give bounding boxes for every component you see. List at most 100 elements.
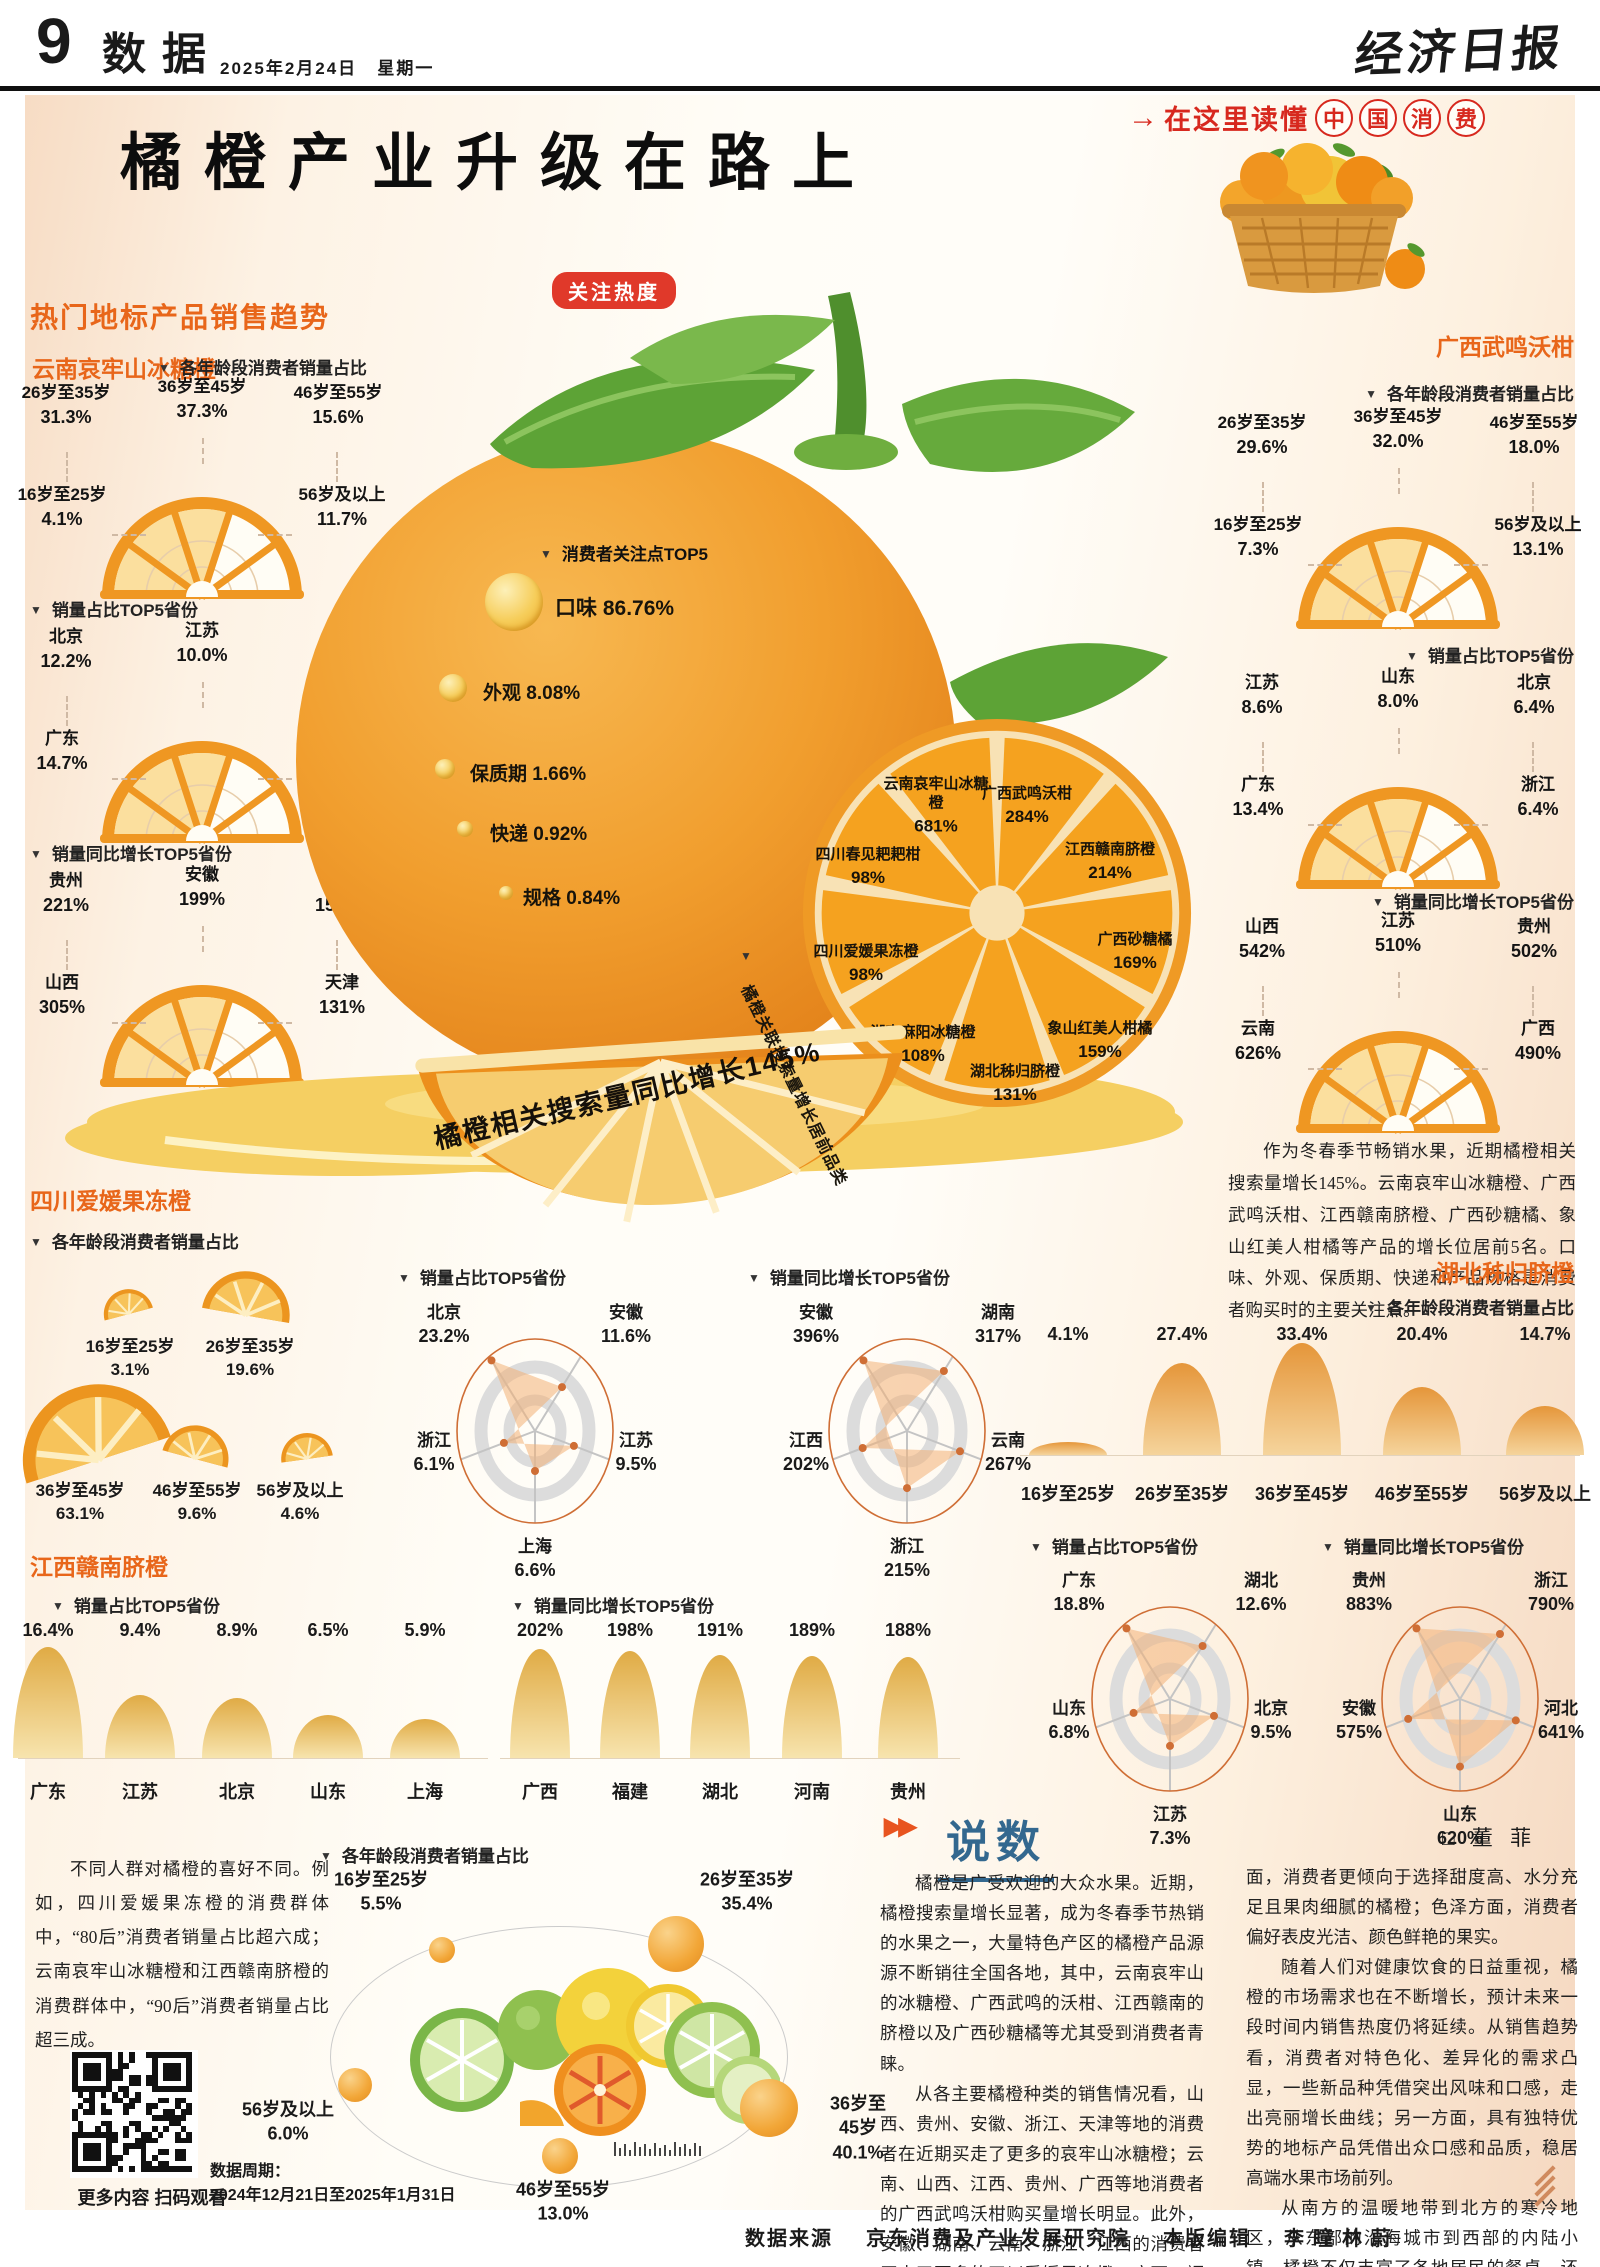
wheel-product-label: 广西砂糖橘 169%	[1076, 931, 1194, 973]
stat-name: 河北	[1544, 1699, 1578, 1718]
dashed-connector	[66, 940, 68, 970]
header-rule	[0, 86, 1600, 91]
stat-value: 626%	[1234, 1043, 1282, 1064]
stat-name: 46岁至55岁	[515, 2179, 611, 2200]
data-period: 数据周期： 2024年12月21日至2025年1月31日	[210, 2160, 455, 2208]
source-value: 京东消费及产业发展研究院	[866, 2228, 1130, 2250]
stat-value: 6.4%	[1517, 799, 1559, 820]
stat-name: 上海	[518, 1537, 552, 1556]
dashed-connector	[202, 438, 204, 464]
stat-name: 江苏	[185, 621, 219, 640]
stat-name: 江苏	[1245, 673, 1279, 692]
stat-name: 浙江	[417, 1431, 451, 1450]
stat-label: 江西 202%	[756, 1430, 856, 1476]
stat-name: 北京	[1517, 673, 1551, 692]
hump-bar	[690, 1655, 750, 1758]
focus-name: 口味	[555, 597, 597, 620]
stat-name: 江苏	[1153, 1805, 1187, 1824]
stat-name: 46岁至55岁	[1374, 1484, 1470, 1504]
stat-value: 3.1%	[110, 1359, 150, 1379]
stat-label: 江苏 8.6%	[1214, 672, 1310, 719]
orange-wedge-icon	[103, 1289, 153, 1321]
hump-bar	[390, 1719, 460, 1758]
stat-name: 16岁至25岁	[85, 1337, 175, 1356]
stat-value: 510%	[1374, 935, 1422, 956]
product-name: 云南哀牢山冰糖橙	[883, 775, 989, 812]
slash-marks	[1532, 2165, 1558, 2207]
chart-header-label: 销量同比增长TOP5省份	[533, 1597, 714, 1616]
stat-name: 56岁及以上	[256, 1481, 344, 1500]
stat-value: 10.0%	[176, 645, 228, 666]
stat-value: 20.4%	[1396, 1324, 1448, 1344]
focus-value: 0.92%	[533, 824, 588, 845]
stat-label: 浙江 6.1%	[384, 1430, 484, 1476]
stat-label: 36岁至45岁 37.3%	[132, 376, 272, 423]
leaf-icon	[630, 314, 835, 384]
stat-name: 福建	[612, 1782, 648, 1802]
stat-value: 6.8%	[1048, 1722, 1090, 1743]
radar-chart-growth: 贵州 883% 浙江 790% 安徽 575% 河北 641% 山东 620%	[1315, 1570, 1600, 1848]
chart-header-label: 销量占比TOP5省份	[1051, 1538, 1198, 1557]
orbit-bubble	[429, 1937, 455, 1963]
chart-header: 销量同比增长TOP5省份	[748, 1264, 950, 1289]
dashed-connector	[66, 452, 68, 482]
stat-label: 贵州 502%	[1486, 916, 1582, 963]
focus-name: 规格	[523, 888, 562, 909]
stat-value: 23.2%	[418, 1326, 470, 1347]
baseline	[18, 1758, 488, 1759]
dashed-connector	[1454, 824, 1488, 826]
wheel-product-label: 象山红美人柑橘 159%	[1041, 1020, 1159, 1062]
wheel-product-label: 四川爱媛果冻橙 98%	[807, 943, 925, 985]
wedge-size-chart: 16岁至25岁 3.1% 26岁至35岁 19.6% 36岁至45岁 63.1% 46…	[22, 1250, 367, 1535]
dashed-connector	[1308, 824, 1342, 826]
stat-name: 安徽	[185, 865, 219, 884]
stat-value: 199%	[178, 889, 226, 910]
growth-value: 108%	[901, 1045, 945, 1065]
stat-value: 13.1%	[1512, 539, 1564, 560]
dashed-connector	[202, 926, 204, 952]
stat-label: 16岁至25岁 5.5%	[334, 1868, 428, 1917]
chart-header-label: 销量占比TOP5省份	[419, 1269, 566, 1288]
dashed-connector	[1262, 742, 1264, 772]
baseline	[1020, 1455, 1580, 1456]
lime-slice	[410, 2008, 514, 2112]
dashed-connector	[258, 1022, 292, 1024]
stat-label: 26岁至35岁 29.6%	[1214, 412, 1310, 459]
stat-value: 305%	[38, 997, 86, 1018]
stat-label: 16岁至25岁 4.1%	[14, 484, 110, 531]
stat-label: 广西 490%	[1490, 1018, 1586, 1065]
stat-name: 56岁及以上	[241, 2099, 335, 2120]
triangle-marker-icon	[30, 599, 42, 619]
stat-name: 湖北	[1244, 1571, 1278, 1590]
triangle-marker-icon	[158, 357, 170, 377]
stat-name: 广东	[1062, 1571, 1096, 1590]
wheel-product-label: 云南哀牢山冰糖橙 681%	[877, 776, 995, 837]
stat-name: 上海	[407, 1782, 443, 1802]
dashed-connector	[112, 534, 146, 536]
dashed-connector	[1532, 742, 1534, 772]
chart-header-label: 各年龄段消费者销量占比	[179, 359, 367, 378]
stat-label: 46岁至55岁 13.0%	[516, 2178, 610, 2227]
chart-header: 销量占比TOP5省份	[52, 1592, 220, 1617]
triangle-marker-icon	[30, 843, 42, 863]
stat-label: 山西 542%	[1214, 916, 1310, 963]
stat-value: 490%	[1514, 1043, 1562, 1064]
stat-name: 江西	[789, 1431, 823, 1450]
leaf-icon	[902, 378, 1135, 473]
stat-name: 山东	[1052, 1699, 1086, 1718]
stat-value: 40.1%	[832, 2142, 884, 2163]
growth-value: 214%	[1088, 862, 1132, 882]
paragraph: 从各主要橘橙种类的销售情况看，山西、贵州、安徽、浙江、天津等地的消费者在近期买走…	[880, 2083, 1204, 2267]
product-name: 江西赣南脐橙	[1064, 841, 1155, 858]
dashed-connector	[66, 696, 68, 726]
stat-label: 山西 305%	[14, 972, 110, 1019]
column-marker-icon: ▶▶	[884, 1813, 917, 1840]
product-name: 四川爱媛果冻橙	[813, 943, 919, 960]
droplet-icon	[499, 886, 513, 900]
fan-slice-graphic	[100, 985, 304, 1088]
stat-name: 河南	[794, 1782, 830, 1802]
stat-value: 8.0%	[1377, 691, 1419, 712]
stat-value: 14.7%	[36, 753, 88, 774]
orange-wedge-icon	[202, 1271, 290, 1324]
stat-value: 12.6%	[1235, 1594, 1287, 1615]
